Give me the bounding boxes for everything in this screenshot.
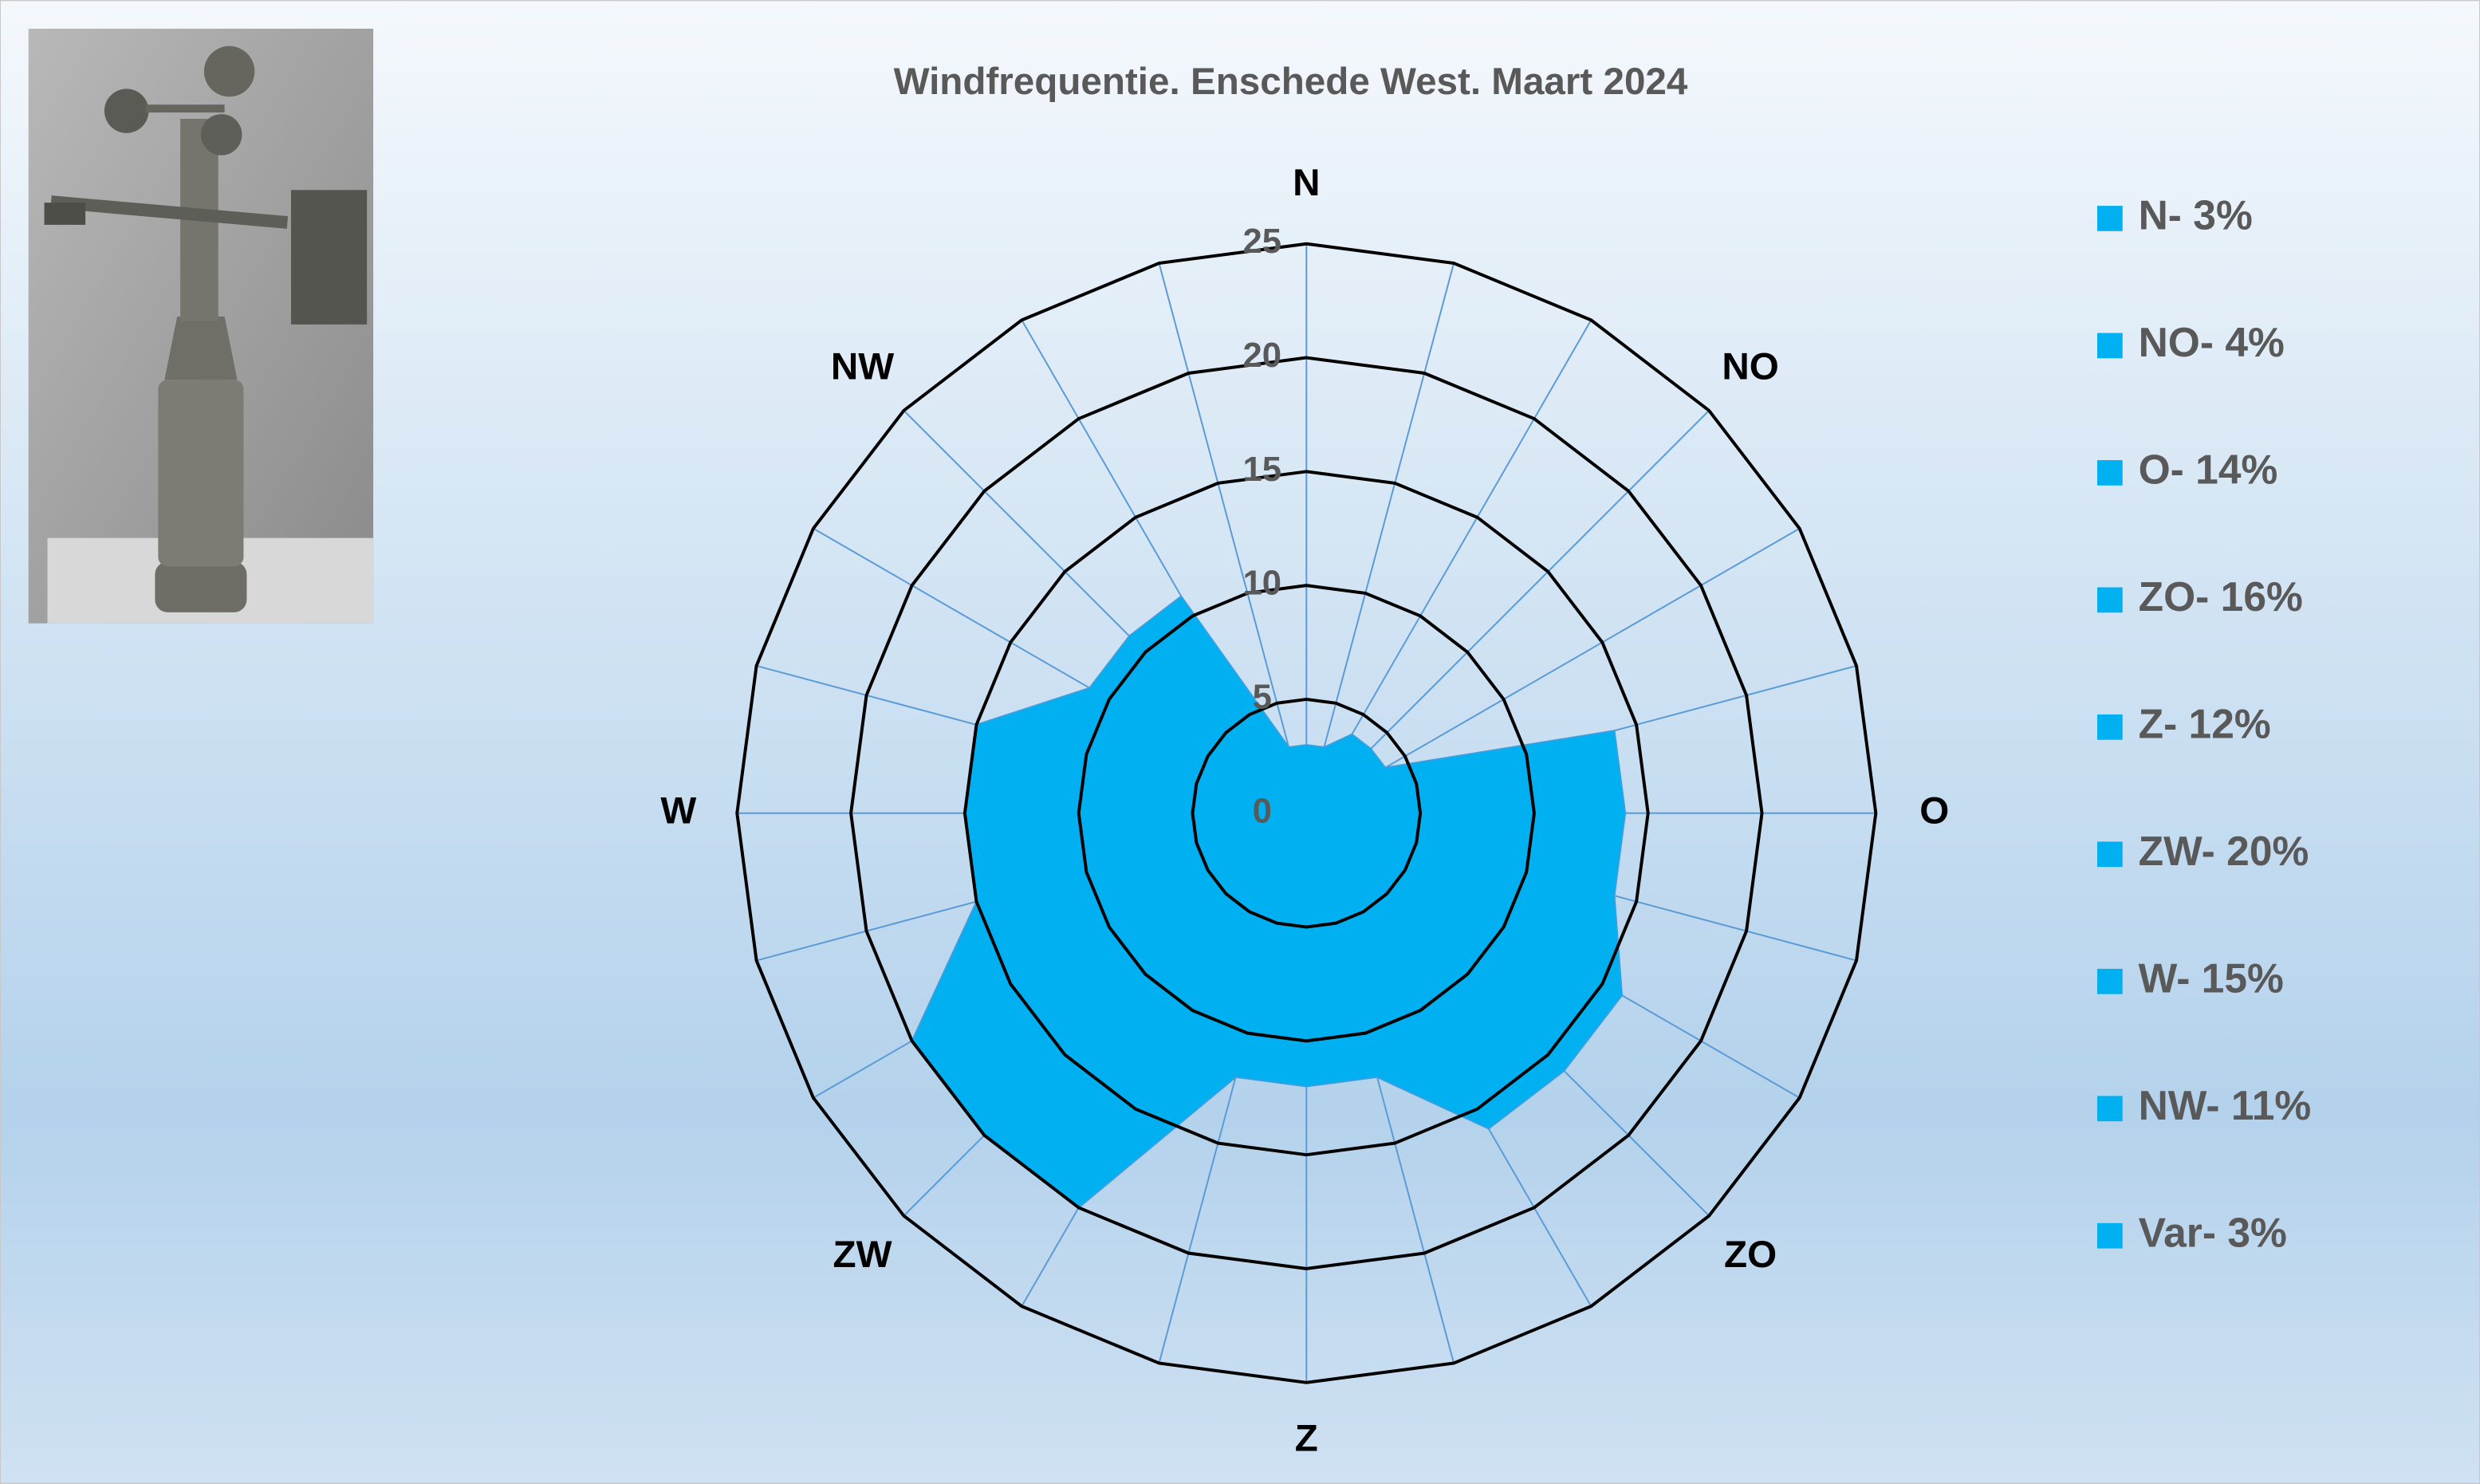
legend-swatch (2097, 587, 2123, 613)
tick-label: 20 (1243, 337, 1282, 375)
legend-label: NO- 4% (2139, 319, 2285, 365)
tick-label: 5 (1253, 678, 1272, 716)
category-label: O (1919, 789, 1949, 832)
spoke (1305, 262, 1455, 814)
chart-title: Windfrequentie. Enschede West. Maart 202… (894, 61, 1688, 103)
legend-label: Z- 12% (2139, 700, 2271, 746)
legend-label: N- 3% (2139, 192, 2253, 238)
category-label: W (660, 789, 696, 832)
legend-label: W- 15% (2139, 955, 2284, 1001)
legend-swatch (2097, 1096, 2123, 1122)
legend-label: NW- 11% (2139, 1082, 2312, 1128)
category-label: ZO (1724, 1234, 1777, 1276)
category-label: Z (1295, 1418, 1318, 1460)
category-label: NO (1722, 346, 1778, 388)
legend-swatch (2097, 968, 2123, 994)
legend-swatch (2097, 1222, 2123, 1249)
legend-swatch (2097, 206, 2123, 231)
legend-label: O- 14% (2139, 447, 2278, 493)
tick-label: 25 (1243, 222, 1282, 261)
grid-ring (1077, 584, 1536, 1043)
legend-swatch (2097, 333, 2123, 359)
grid-ring (962, 470, 1650, 1157)
category-label: N (1293, 162, 1320, 204)
spoke (1305, 527, 1801, 814)
spoke (1305, 410, 1710, 814)
category-label: ZW (833, 1234, 892, 1276)
legend-label: Var- 3% (2139, 1209, 2287, 1255)
grid-ring (735, 242, 1878, 1384)
legend-swatch (2097, 841, 2123, 868)
legend-label: ZO- 16% (2139, 573, 2303, 620)
spoke (1305, 319, 1592, 814)
tick-label: 0 (1253, 792, 1272, 830)
legend-swatch (2097, 460, 2123, 486)
legend-swatch (2097, 714, 2123, 740)
spoke (1158, 262, 1308, 814)
legend-label: ZW- 20% (2139, 828, 2309, 874)
grid-ring (849, 356, 1764, 1270)
category-label: NW (831, 346, 894, 388)
anemometer-photo (28, 28, 374, 624)
grid-ring (1191, 697, 1423, 929)
tick-label: 10 (1243, 565, 1282, 603)
tick-label: 15 (1243, 451, 1282, 489)
